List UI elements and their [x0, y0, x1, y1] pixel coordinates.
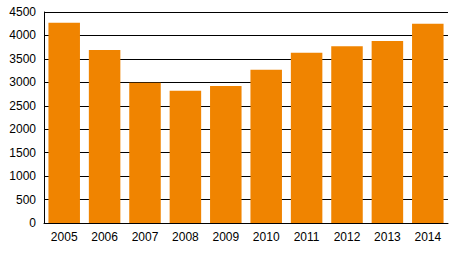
- svg-text:4000: 4000: [9, 28, 36, 42]
- svg-text:2500: 2500: [9, 99, 36, 113]
- svg-text:2009: 2009: [212, 230, 239, 244]
- svg-text:2008: 2008: [172, 230, 199, 244]
- svg-text:2012: 2012: [334, 230, 361, 244]
- svg-text:2000: 2000: [9, 122, 36, 136]
- svg-text:500: 500: [16, 193, 36, 207]
- svg-text:2007: 2007: [132, 230, 159, 244]
- svg-text:0: 0: [29, 216, 36, 230]
- svg-text:2014: 2014: [414, 230, 441, 244]
- svg-text:2005: 2005: [51, 230, 78, 244]
- svg-text:2013: 2013: [374, 230, 401, 244]
- svg-text:1500: 1500: [9, 146, 36, 160]
- svg-text:2011: 2011: [294, 230, 320, 244]
- svg-text:4500: 4500: [9, 5, 36, 19]
- svg-text:2006: 2006: [91, 230, 118, 244]
- svg-text:3500: 3500: [9, 52, 36, 66]
- svg-text:2010: 2010: [253, 230, 280, 244]
- svg-text:1000: 1000: [9, 169, 36, 183]
- svg-text:3000: 3000: [9, 75, 36, 89]
